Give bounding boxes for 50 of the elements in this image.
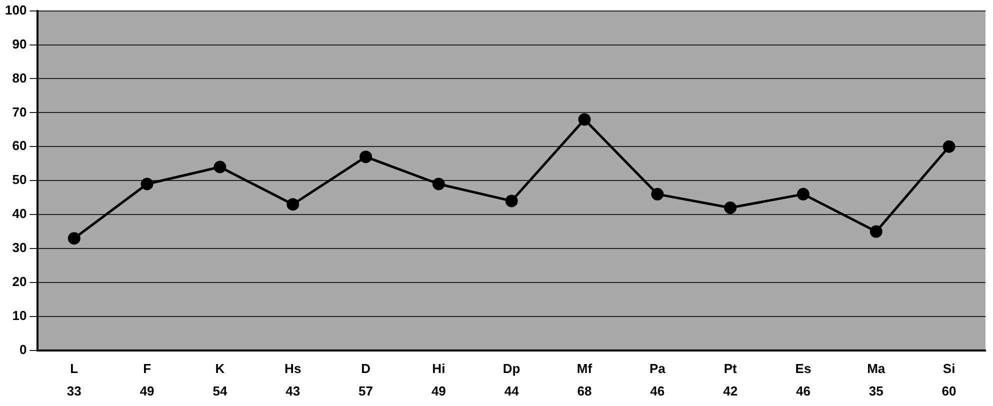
point <box>578 113 591 126</box>
x-tick-label: F <box>143 360 152 376</box>
x-tick-label: Ma <box>867 360 886 376</box>
y-tick-label: 20 <box>12 274 27 290</box>
x-tick-label: K <box>215 360 226 376</box>
point <box>360 150 372 164</box>
y-tick-label: 40 <box>12 206 27 222</box>
y-tick-label: 0 <box>19 342 27 357</box>
point <box>505 194 518 208</box>
point <box>68 232 80 245</box>
data-label: 57 <box>358 384 374 399</box>
x-tick-label: L <box>70 360 78 376</box>
point <box>286 198 300 211</box>
data-label: 46 <box>650 384 665 399</box>
data-label: 35 <box>868 384 884 399</box>
x-tick-label: D <box>361 360 370 376</box>
point <box>870 225 882 238</box>
x-tick-label: Si <box>942 360 956 376</box>
point <box>140 178 154 190</box>
x-tick-label: Hs <box>284 360 302 376</box>
data-label: 60 <box>942 384 956 399</box>
y-tick-label: 30 <box>12 240 27 256</box>
x-tick-label: Hi <box>432 360 446 376</box>
point <box>942 140 956 153</box>
data-label: 68 <box>577 384 592 399</box>
x-tick-label: Mf <box>576 360 593 376</box>
data-label: 43 <box>286 384 300 399</box>
data-label: 54 <box>212 384 228 399</box>
y-tick-label: 70 <box>12 104 27 120</box>
data-label: 44 <box>504 384 520 399</box>
y-tick-label: 80 <box>12 70 27 86</box>
y-tick-label: 90 <box>12 36 27 52</box>
data-label: 49 <box>431 384 446 399</box>
data-label: 49 <box>140 384 154 399</box>
y-tick-label: 100 <box>4 2 27 18</box>
data-label: 46 <box>796 384 810 399</box>
point <box>724 202 737 214</box>
point <box>432 178 445 190</box>
y-tick-label: 50 <box>12 172 27 188</box>
x-tick-label: Pa <box>649 360 666 376</box>
point <box>214 160 226 174</box>
y-tick-label: 10 <box>12 308 27 324</box>
point <box>651 188 664 200</box>
y-tick-label: 60 <box>12 138 27 154</box>
data-label: 33 <box>66 384 82 399</box>
x-tick-label: Dp <box>502 360 520 376</box>
point <box>796 188 810 200</box>
data-label: 42 <box>723 384 738 399</box>
x-tick-label: Pt <box>724 360 738 376</box>
x-tick-label: Es <box>795 360 812 376</box>
